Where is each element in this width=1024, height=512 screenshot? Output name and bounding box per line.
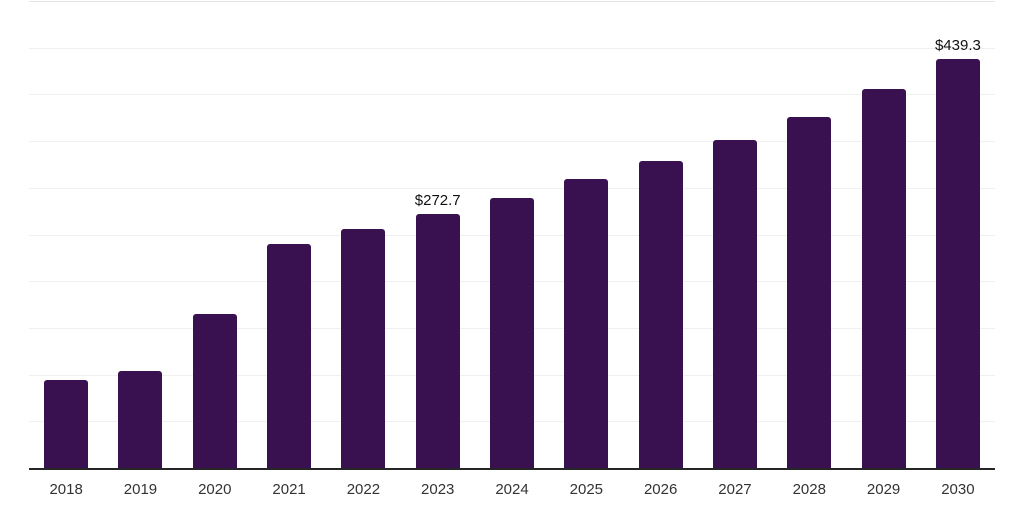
bar-2021 — [267, 243, 312, 469]
x-tick-label-2021: 2021 — [272, 481, 306, 498]
bar-slot — [29, 2, 103, 469]
bars-row: $272.7 $439.3 — [29, 2, 995, 469]
x-axis-tick-labels: 2018 2019 2020 2021 2022 2023 2024 2025 2026 2027… — [29, 481, 995, 499]
x-tick-label-2026: 2026 — [643, 481, 678, 498]
bar-slot — [698, 2, 772, 469]
plot-area: $272.7 $439.3 — [29, 1, 995, 469]
x-tick-label-2030: 2030 — [941, 481, 975, 498]
bar-slot — [549, 2, 623, 469]
gridline — [29, 94, 995, 96]
x-tick-label-2019: 2019 — [123, 481, 158, 498]
x-tick-label-2020: 2020 — [198, 481, 232, 498]
x-tick-label-2028: 2028 — [792, 481, 826, 498]
bar-slot — [772, 2, 846, 469]
bar-slot — [252, 2, 326, 469]
x-tick-label-2029: 2029 — [866, 481, 901, 498]
x-tick-label-2023: 2023 — [421, 481, 455, 498]
bar-2026 — [638, 160, 683, 469]
bar-2025 — [564, 179, 609, 469]
gridline — [29, 1, 995, 2]
bar-2022 — [341, 228, 386, 469]
bar-2023 — [415, 214, 460, 469]
bar-2027 — [712, 140, 757, 469]
bar-2028 — [787, 116, 832, 469]
gridline — [29, 47, 995, 49]
bar-slot — [846, 2, 920, 469]
bar-slot — [326, 2, 400, 469]
bar-value-label-2030: $439.3 — [934, 36, 981, 54]
bar-2020 — [192, 313, 237, 469]
x-tick-label-2022: 2022 — [346, 481, 381, 498]
bar-2029 — [861, 88, 906, 469]
bar-value-label-2023: $272.7 — [414, 192, 461, 210]
bar-2019 — [118, 370, 163, 469]
bar-slot — [178, 2, 252, 469]
gridline — [29, 187, 995, 189]
x-tick-label-2027: 2027 — [718, 481, 752, 498]
bar-slot — [624, 2, 698, 469]
x-axis-line — [29, 468, 995, 470]
x-tick-label-2024: 2024 — [495, 481, 529, 498]
gridline — [29, 141, 995, 143]
bar-slot — [103, 2, 177, 469]
bar-slot — [475, 2, 549, 469]
x-tick-label-2018: 2018 — [49, 481, 83, 498]
bar-slot: $272.7 — [401, 2, 475, 469]
bar-2030 — [935, 58, 980, 469]
bar-slot: $439.3 — [921, 2, 995, 469]
bar-2018 — [44, 380, 89, 469]
x-tick-label-2025: 2025 — [569, 481, 604, 498]
bar-2024 — [490, 198, 535, 469]
